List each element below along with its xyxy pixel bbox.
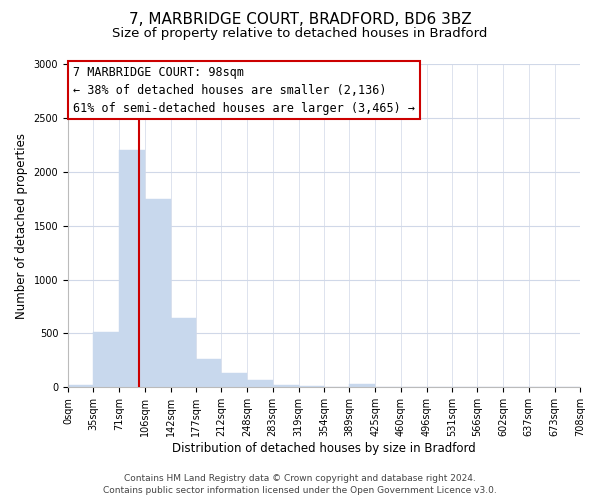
Y-axis label: Number of detached properties: Number of detached properties [15,132,28,318]
Bar [145,198,171,388]
Bar [349,384,376,388]
Text: Size of property relative to detached houses in Bradford: Size of property relative to detached ho… [112,28,488,40]
Bar [324,387,349,388]
Text: 7 MARBRIDGE COURT: 98sqm
← 38% of detached houses are smaller (2,136)
61% of sem: 7 MARBRIDGE COURT: 98sqm ← 38% of detach… [73,66,415,114]
Text: 7, MARBRIDGE COURT, BRADFORD, BD6 3BZ: 7, MARBRIDGE COURT, BRADFORD, BD6 3BZ [128,12,472,28]
Bar [196,360,221,388]
Bar [272,384,299,388]
Bar [119,150,145,388]
Text: Contains HM Land Registry data © Crown copyright and database right 2024.
Contai: Contains HM Land Registry data © Crown c… [103,474,497,495]
Bar [376,387,401,388]
Bar [68,384,94,388]
Bar [221,374,247,388]
Bar [299,386,324,388]
Bar [94,332,119,388]
Bar [171,318,196,388]
X-axis label: Distribution of detached houses by size in Bradford: Distribution of detached houses by size … [172,442,476,455]
Bar [247,380,272,388]
